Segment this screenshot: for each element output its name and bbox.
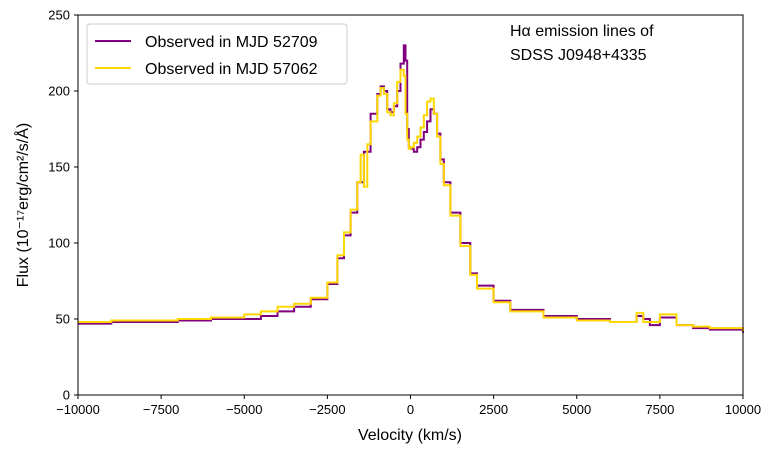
x-tick-label: −5000 bbox=[226, 402, 263, 417]
y-tick-label: 50 bbox=[56, 312, 70, 327]
legend: Observed in MJD 52709 Observed in MJD 57… bbox=[86, 23, 348, 85]
y-tick-label: 250 bbox=[48, 8, 70, 23]
series-line-mjd-52709 bbox=[78, 44, 744, 333]
x-axis-ticks: −10000 −7500 −5000 −2500 0 2500 5000 7500 10000 bbox=[56, 395, 761, 417]
y-tick-label: 0 bbox=[63, 388, 70, 403]
x-tick-label: −10000 bbox=[56, 402, 100, 417]
x-tick-label: −7500 bbox=[143, 402, 180, 417]
x-axis-label: Velocity (km/s) bbox=[358, 427, 462, 444]
y-axis-ticks: 0 50 100 150 200 250 bbox=[48, 8, 78, 403]
x-tick-label: 0 bbox=[407, 402, 414, 417]
legend-label-mjd-52709: Observed in MJD 52709 bbox=[145, 34, 318, 51]
annotation-line-2: SDSS J0948+4335 bbox=[510, 47, 647, 64]
x-tick-label: −2500 bbox=[309, 402, 346, 417]
y-tick-label: 100 bbox=[48, 236, 70, 251]
legend-label-mjd-57062: Observed in MJD 57062 bbox=[145, 61, 318, 78]
annotation-line-1: Hα emission lines of bbox=[510, 23, 654, 40]
x-tick-label: 7500 bbox=[645, 402, 674, 417]
y-tick-label: 200 bbox=[48, 84, 70, 99]
x-tick-label: 5000 bbox=[562, 402, 591, 417]
legend-box bbox=[86, 23, 348, 85]
series-line-mjd-57062 bbox=[78, 68, 744, 332]
x-tick-label: 10000 bbox=[725, 402, 761, 417]
y-tick-label: 150 bbox=[48, 160, 70, 175]
series-layer bbox=[78, 44, 744, 333]
y-axis-label: Flux (10⁻¹⁷erg/cm²/s/Å) bbox=[13, 123, 32, 287]
x-tick-label: 2500 bbox=[479, 402, 508, 417]
